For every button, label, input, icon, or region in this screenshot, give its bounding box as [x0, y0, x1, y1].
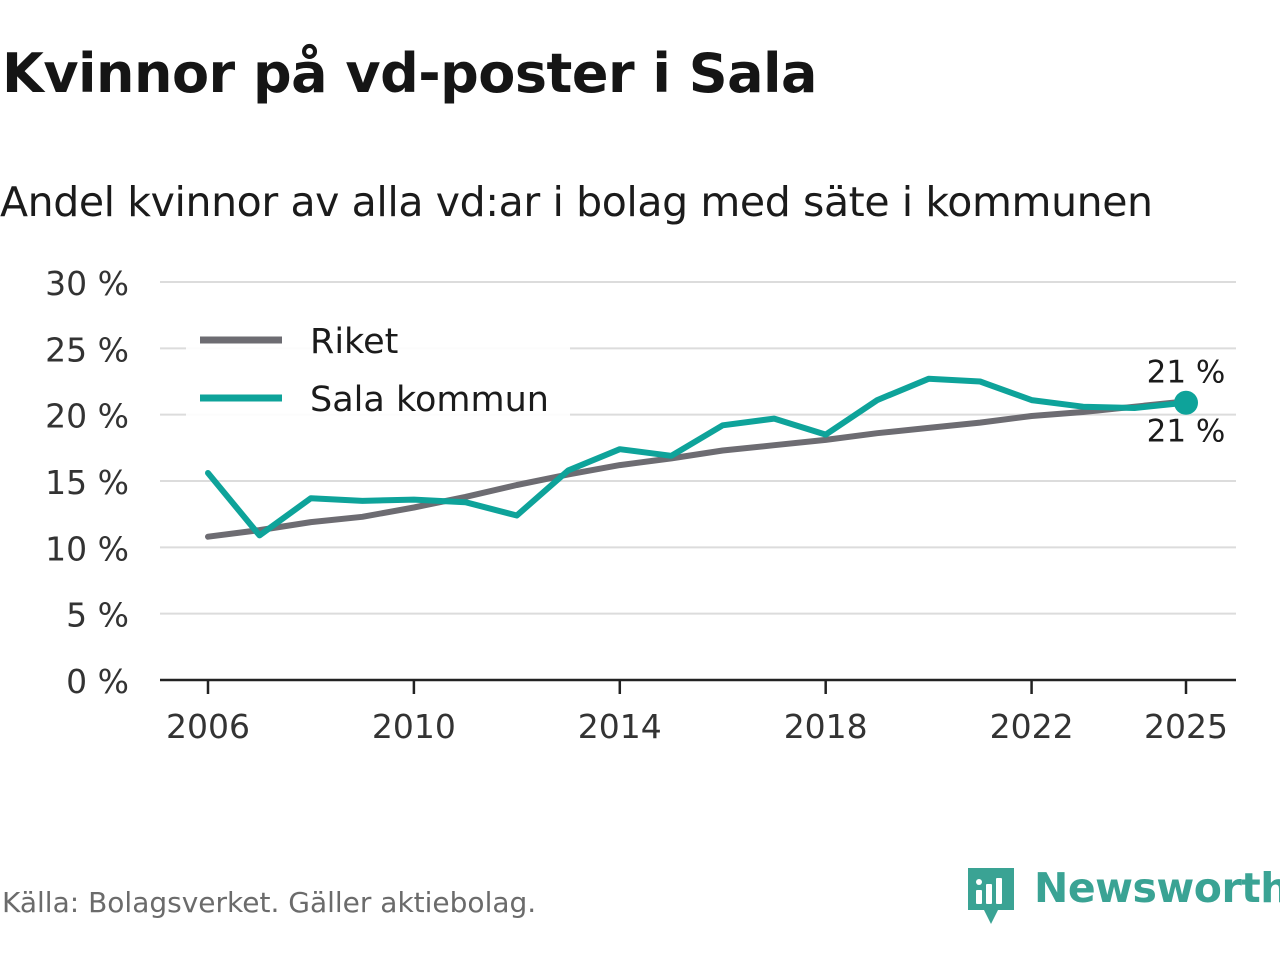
end-point-marker	[1174, 390, 1198, 415]
legend: Riket Sala kommun	[186, 312, 570, 424]
y-axis-labels: 0 % 5 % 10 % 15 % 20 % 25 % 30 %	[45, 264, 129, 701]
legend-label: Sala kommun	[310, 380, 549, 420]
x-tick-label: 2022	[990, 707, 1074, 746]
chart-title: Kvinnor på vd-poster i Sala	[2, 42, 817, 105]
x-axis: 2006 2010 2014 2018 2022 2025	[160, 678, 1236, 746]
source-note: Källa: Bolagsverket. Gäller aktiebolag.	[2, 886, 537, 919]
x-tick-label: 2014	[578, 707, 662, 746]
legend-label: Riket	[310, 322, 398, 362]
y-tick-label: 5 %	[66, 596, 129, 635]
y-tick-label: 30 %	[45, 264, 129, 303]
x-tick-label: 2006	[166, 707, 250, 746]
y-tick-label: 10 %	[45, 529, 129, 568]
brand-name: Newsworthy	[1034, 864, 1280, 912]
legend-background	[186, 312, 570, 424]
end-labels: 21 % 21 %	[1147, 355, 1226, 450]
end-label-riket: 21 %	[1147, 413, 1226, 449]
series-line-riket	[205, 398, 1189, 540]
y-tick-label: 15 %	[45, 463, 129, 502]
x-tick-label: 2018	[784, 707, 868, 746]
series-lines	[205, 375, 1198, 540]
y-tick-label: 25 %	[45, 330, 129, 369]
newsworthy-logo-icon	[968, 868, 1014, 924]
y-tick-label: 20 %	[45, 397, 129, 436]
x-tick-label: 2025	[1144, 707, 1228, 746]
y-tick-label: 0 %	[66, 662, 129, 701]
end-label-sala: 21 %	[1147, 355, 1226, 391]
chart-subtitle: Andel kvinnor av alla vd:ar i bolag med …	[0, 178, 1153, 226]
x-tick-label: 2010	[372, 707, 456, 746]
series-line-sala-kommun	[205, 375, 1189, 539]
